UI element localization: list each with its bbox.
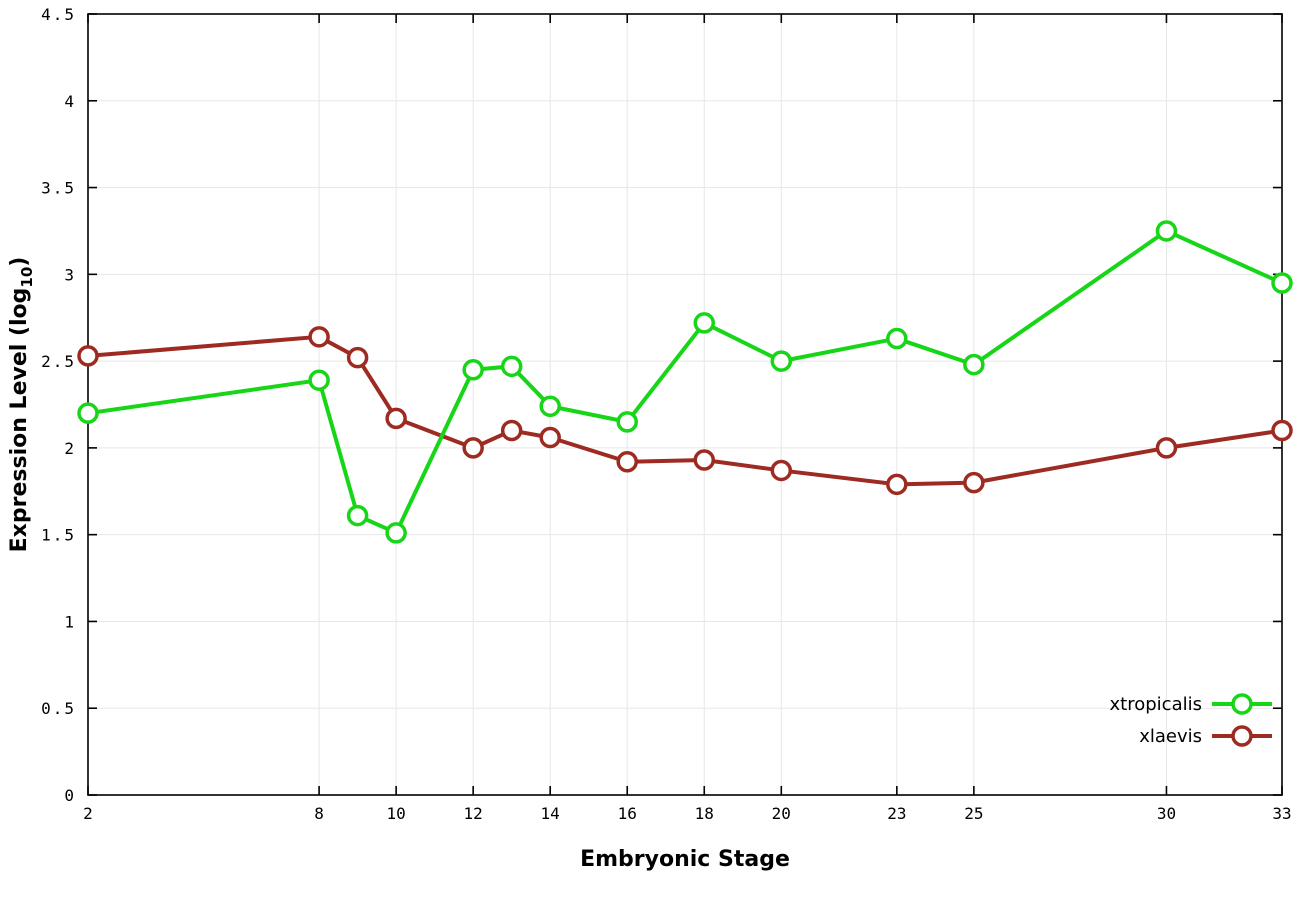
- data-point-marker-xlaevis: [886, 473, 908, 496]
- data-point-marker-xtropicalis: [1271, 272, 1293, 294]
- data-point-marker-xlaevis: [693, 449, 716, 471]
- y-tick-label: 0: [64, 786, 76, 805]
- data-point-marker-xlaevis: [346, 346, 369, 369]
- x-tick-label: 8: [314, 804, 324, 823]
- y-tick-label: 3: [64, 265, 76, 284]
- data-point-marker-xlaevis: [539, 426, 561, 449]
- x-tick-label: 16: [618, 804, 637, 823]
- data-point-marker-xtropicalis: [963, 353, 985, 376]
- x-tick-label: 18: [695, 804, 714, 823]
- data-point-marker-xtropicalis: [385, 522, 407, 544]
- y-tick-label: 1: [64, 612, 76, 631]
- data-point-marker-xtropicalis: [346, 504, 369, 527]
- x-tick-label: 25: [964, 804, 983, 823]
- data-point-marker-xlaevis: [770, 459, 793, 482]
- y-tick-label: 2: [64, 439, 76, 458]
- legend-marker-xlaevis: [1231, 725, 1253, 747]
- data-point-marker-xtropicalis: [77, 402, 99, 424]
- x-tick-label: 33: [1272, 804, 1291, 823]
- x-tick-label: 14: [541, 804, 560, 823]
- x-tick-label: 20: [772, 804, 791, 823]
- data-point-marker-xlaevis: [1155, 437, 1178, 459]
- data-point-marker-xtropicalis: [693, 312, 716, 334]
- legend-marker-xtropicalis: [1231, 693, 1253, 715]
- data-point-marker-xlaevis: [77, 345, 99, 367]
- data-point-marker-xtropicalis: [770, 350, 793, 372]
- data-point-marker-xtropicalis: [616, 411, 638, 433]
- data-point-marker-xlaevis: [385, 407, 407, 430]
- data-point-marker-xtropicalis: [886, 327, 908, 350]
- data-point-marker-xtropicalis: [500, 355, 523, 378]
- x-axis-title: Embryonic Stage: [580, 847, 790, 872]
- data-point-marker-xtropicalis: [1155, 220, 1178, 242]
- y-tick-label: 4.5: [41, 5, 76, 24]
- x-tick-label: 30: [1157, 804, 1176, 823]
- data-point-marker-xtropicalis: [308, 369, 330, 391]
- x-tick-label: 12: [464, 804, 483, 823]
- series-line-xlaevis: [86, 334, 1284, 487]
- y-tick-label: 1.5: [41, 526, 76, 545]
- y-tick-label: 2.5: [41, 352, 76, 371]
- data-point-marker-xlaevis: [616, 451, 638, 473]
- y-tick-label: 4: [64, 92, 76, 111]
- y-tick-label: 0.5: [41, 699, 76, 718]
- data-point-marker-xlaevis: [462, 437, 484, 459]
- legend-label-xtropicalis: xtropicalis: [1110, 694, 1202, 715]
- data-point-marker-xlaevis: [963, 471, 985, 494]
- data-point-marker-xtropicalis: [539, 395, 561, 417]
- x-tick-label: 23: [887, 804, 906, 823]
- data-point-marker-xlaevis: [500, 419, 523, 442]
- data-point-marker-xlaevis: [308, 326, 330, 348]
- data-point-marker-xtropicalis: [462, 359, 484, 381]
- x-tick-label: 10: [386, 804, 405, 823]
- y-tick-label: 3.5: [41, 179, 76, 198]
- legend-label-xlaevis: xlaevis: [1139, 726, 1202, 747]
- x-tick-label: 2: [83, 804, 93, 823]
- y-axis-title: Expression Level (log10): [7, 257, 36, 553]
- data-point-marker-xlaevis: [1271, 419, 1293, 442]
